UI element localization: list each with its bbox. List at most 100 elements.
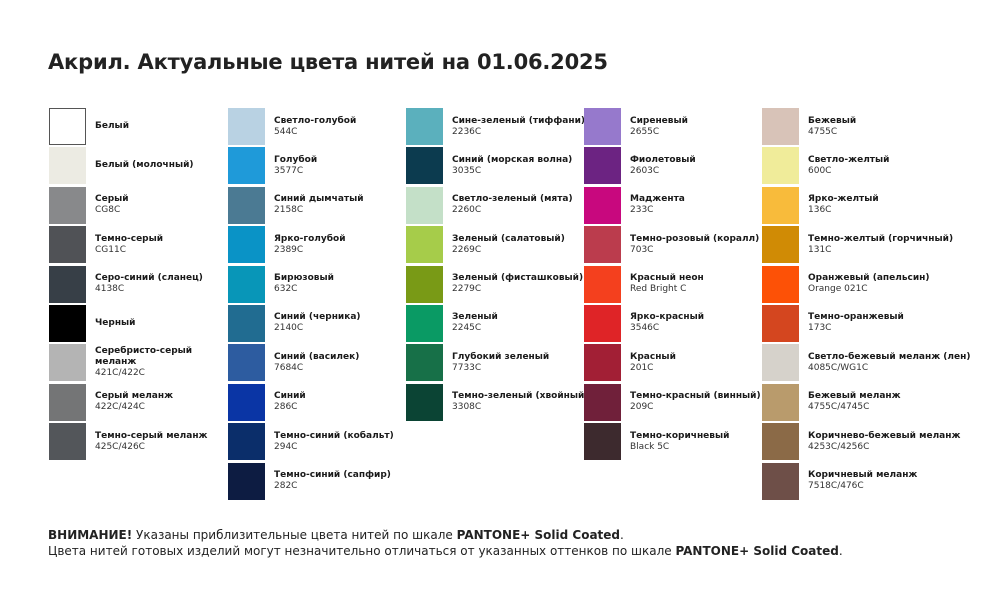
notice-text: Цвета нитей готовых изделий могут незнач… bbox=[48, 544, 676, 558]
color-swatch bbox=[228, 147, 265, 185]
color-name: Синий (черника) bbox=[274, 312, 361, 323]
notice-line-1: ВНИМАНИЕ! Указаны приблизительные цвета … bbox=[48, 528, 624, 542]
pantone-code: 632C bbox=[274, 284, 298, 295]
color-swatch bbox=[584, 344, 621, 382]
pantone-code: 2245C bbox=[452, 323, 482, 334]
pantone-code: 544C bbox=[274, 126, 298, 137]
color-label: Синий (черника) 2140C bbox=[274, 305, 409, 342]
color-name: Серо-синий (сланец) bbox=[95, 273, 203, 284]
color-swatch bbox=[406, 265, 443, 303]
color-swatch bbox=[406, 108, 443, 145]
color-label: Фиолетовый 2603C bbox=[630, 147, 765, 184]
pantone-code: 422C/424C bbox=[95, 402, 145, 413]
color-swatch bbox=[406, 304, 443, 342]
color-label: Бежевый меланж 4755C/4745C bbox=[808, 384, 943, 421]
color-name: Темно-серый bbox=[95, 233, 164, 244]
notice-scale: PANTONE+ Solid Coated bbox=[675, 544, 839, 558]
pantone-code: 4138C bbox=[95, 284, 125, 295]
color-name: Зеленый (фисташковый) bbox=[452, 273, 584, 284]
color-name: Светло-желтый bbox=[808, 154, 890, 165]
color-name: Ярко-желтый bbox=[808, 194, 879, 205]
color-label: Коричнево-бежевый меланж 4253C/4256C bbox=[808, 423, 961, 460]
pantone-code: 7684C bbox=[274, 362, 304, 373]
color-swatch bbox=[49, 344, 86, 382]
pantone-code: 2260C bbox=[452, 205, 482, 216]
color-name: Темно-желтый (горчичный) bbox=[808, 233, 954, 244]
color-swatch bbox=[49, 423, 86, 461]
color-label: Синий дымчатый 2158C bbox=[274, 187, 409, 224]
color-swatch bbox=[49, 147, 86, 185]
color-swatch bbox=[228, 108, 265, 145]
color-name: Светло-голубой bbox=[274, 115, 357, 126]
color-swatch bbox=[228, 265, 265, 303]
pantone-code: Black 5C bbox=[630, 441, 670, 452]
pantone-code: 2603C bbox=[630, 165, 660, 176]
color-label: Сине-зеленый (тиффани) 2236C bbox=[452, 108, 587, 145]
color-label: Сиреневый 2655C bbox=[630, 108, 765, 145]
color-name: Светло-бежевый меланж (лен) bbox=[808, 351, 971, 362]
color-swatch bbox=[228, 383, 265, 421]
color-label: Бежевый 4755C bbox=[808, 108, 943, 145]
color-swatch bbox=[762, 186, 799, 224]
color-label: Светло-бежевый меланж (лен) 4085C/WG1C bbox=[808, 344, 971, 381]
color-swatch bbox=[49, 265, 86, 303]
pantone-code: 421C/422C bbox=[95, 368, 145, 379]
pantone-code: 4253C/4256C bbox=[808, 441, 870, 452]
pantone-code: 425C/426C bbox=[95, 441, 145, 452]
color-name: Коричнево-бежевый меланж bbox=[808, 430, 961, 441]
pantone-code: 282C bbox=[274, 481, 298, 492]
color-label: Светло-голубой 544C bbox=[274, 108, 409, 145]
color-swatch bbox=[49, 304, 86, 342]
color-label: Ярко-голубой 2389C bbox=[274, 226, 409, 263]
color-label: Зеленый (фисташковый) 2279C bbox=[452, 266, 587, 303]
color-swatch bbox=[762, 423, 799, 461]
color-swatch bbox=[406, 147, 443, 185]
color-label: Темно-синий (сапфир) 282C bbox=[274, 463, 409, 500]
pantone-code: CG11C bbox=[95, 244, 126, 255]
color-swatch bbox=[762, 265, 799, 303]
color-label: Темно-желтый (горчичный) 131C bbox=[808, 226, 954, 263]
color-label: Серый меланж 422C/424C bbox=[95, 384, 230, 421]
color-swatch bbox=[228, 226, 265, 264]
color-name: Белый (молочный) bbox=[95, 160, 194, 171]
color-swatch bbox=[228, 462, 265, 500]
color-name: Синий дымчатый bbox=[274, 194, 364, 205]
pantone-code: 173C bbox=[808, 323, 832, 334]
color-label: Серый CG8C bbox=[95, 187, 230, 224]
pantone-code: 2236C bbox=[452, 126, 482, 137]
color-label: Синий (василек) 7684C bbox=[274, 344, 409, 381]
pantone-code: Orange 021C bbox=[808, 284, 868, 295]
notice-warning: ВНИМАНИЕ! bbox=[48, 528, 133, 542]
color-name: Темно-коричневый bbox=[630, 430, 730, 441]
color-label: Светло-зеленый (мята) 2260C bbox=[452, 187, 587, 224]
pantone-code: 2655C bbox=[630, 126, 660, 137]
color-label: Маджента 233C bbox=[630, 187, 765, 224]
pantone-code: 3577C bbox=[274, 165, 304, 176]
pantone-code: 4085C/WG1C bbox=[808, 362, 869, 373]
pantone-code: 600C bbox=[808, 165, 832, 176]
pantone-code: 3546C bbox=[630, 323, 660, 334]
color-label: Темно-серый меланж 425C/426C bbox=[95, 423, 230, 460]
color-swatch bbox=[762, 462, 799, 500]
page-title: Акрил. Актуальные цвета нитей на 01.06.2… bbox=[48, 50, 608, 74]
color-name: Темно-синий (сапфир) bbox=[274, 470, 391, 481]
color-label: Серебристо-серый меланж 421C/422C bbox=[95, 344, 230, 381]
color-label: Зеленый 2245C bbox=[452, 305, 587, 342]
pantone-code: 4755C/4745C bbox=[808, 402, 870, 413]
color-label: Темно-коричневый Black 5C bbox=[630, 423, 765, 460]
pantone-code: 233C bbox=[630, 205, 654, 216]
color-name: Глубокий зеленый bbox=[452, 351, 550, 362]
color-swatch bbox=[584, 383, 621, 421]
color-label: Ярко-желтый 136C bbox=[808, 187, 943, 224]
pantone-code: 294C bbox=[274, 441, 298, 452]
color-name: Темно-розовый (коралл) bbox=[630, 233, 760, 244]
color-name: Бежевый меланж bbox=[808, 391, 901, 402]
color-label: Черный bbox=[95, 305, 230, 342]
color-swatch bbox=[584, 304, 621, 342]
color-swatch bbox=[228, 186, 265, 224]
color-swatch bbox=[406, 344, 443, 382]
color-label: Красный 201C bbox=[630, 344, 765, 381]
color-swatch bbox=[762, 147, 799, 185]
pantone-code: 7518C/476C bbox=[808, 481, 864, 492]
